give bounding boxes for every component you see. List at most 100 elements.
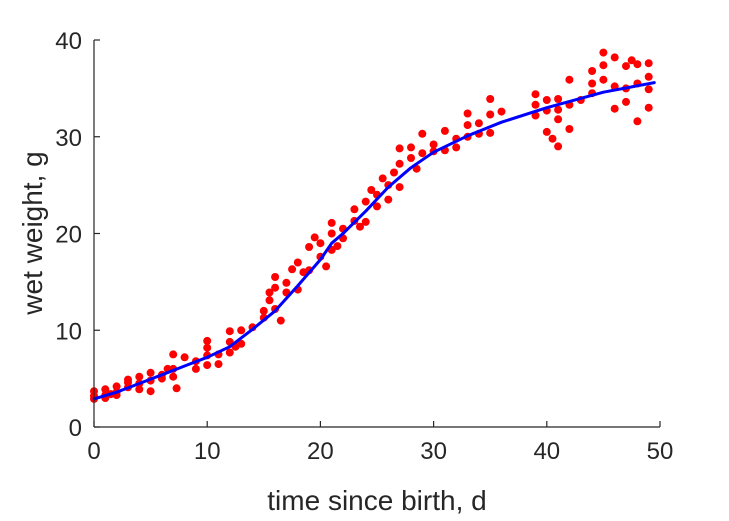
y-tick-label: 0 — [69, 415, 82, 442]
data-point — [554, 95, 563, 103]
data-point — [548, 134, 557, 143]
data-point — [644, 103, 653, 112]
data-point — [486, 110, 495, 119]
y-tick-label: 40 — [55, 28, 82, 55]
data-point — [395, 144, 404, 153]
data-point — [497, 107, 506, 116]
data-point — [599, 48, 608, 57]
data-point — [554, 115, 563, 124]
data-point — [633, 117, 642, 126]
data-point — [474, 119, 483, 128]
x-tick-label: 10 — [194, 438, 221, 465]
data-point — [407, 143, 415, 152]
data-point — [554, 142, 563, 151]
data-point — [282, 278, 291, 287]
data-point — [237, 339, 246, 348]
data-point — [542, 96, 551, 104]
data-point — [172, 384, 181, 393]
data-point — [373, 202, 381, 211]
data-point — [463, 109, 472, 118]
data-point — [588, 67, 597, 75]
data-point — [452, 143, 461, 152]
data-point — [486, 128, 495, 137]
data-point — [327, 218, 336, 227]
data-point — [367, 186, 376, 194]
data-point — [203, 343, 212, 352]
data-point — [599, 61, 608, 70]
data-point — [225, 348, 234, 357]
data-point — [463, 121, 472, 130]
data-point — [395, 183, 404, 192]
x-tick-label: 0 — [87, 438, 100, 465]
data-point — [135, 385, 144, 394]
data-point — [350, 205, 359, 214]
data-point — [327, 229, 336, 238]
data-point — [203, 336, 212, 345]
data-point — [265, 296, 274, 305]
ticks: 0 10 20 30 40 50 0 10 20 30 40 — [55, 28, 673, 465]
y-tick-label: 10 — [55, 318, 82, 345]
data-point — [486, 95, 495, 103]
data-point — [265, 288, 274, 297]
data-point — [237, 326, 246, 335]
data-point — [169, 372, 178, 381]
data-point — [622, 62, 630, 71]
data-point — [565, 75, 574, 84]
data-point — [214, 360, 223, 369]
data-point — [310, 233, 319, 242]
data-point — [203, 361, 212, 370]
data-point — [305, 243, 314, 251]
data-point — [531, 100, 540, 109]
x-tick-label: 20 — [307, 438, 334, 465]
data-point — [288, 265, 297, 274]
data-point — [644, 85, 653, 94]
data-point — [146, 368, 155, 377]
data-point — [316, 239, 325, 248]
x-axis-label: time since birth, d — [267, 485, 486, 516]
data-point — [610, 53, 619, 62]
data-point — [554, 105, 563, 114]
data-point — [407, 154, 415, 162]
data-point — [259, 306, 268, 315]
data-point — [169, 350, 178, 359]
data-point — [333, 242, 342, 251]
y-axis-label: wet weight, g — [17, 151, 48, 315]
data-point — [429, 140, 438, 149]
x-tick-label: 30 — [420, 438, 447, 465]
data-point — [588, 79, 597, 88]
data-point — [418, 129, 427, 138]
data-point — [124, 375, 132, 384]
data-point — [180, 353, 189, 362]
x-tick-label: 50 — [647, 438, 674, 465]
data-point — [146, 387, 155, 396]
data-point — [361, 217, 370, 226]
data-point — [440, 126, 449, 135]
data-point — [418, 149, 427, 158]
data-point — [271, 273, 280, 281]
fit-line — [92, 81, 656, 401]
data-point — [622, 97, 630, 106]
data-point — [627, 56, 636, 65]
data-point — [542, 127, 551, 136]
data-point — [112, 382, 121, 391]
data-point — [135, 372, 144, 381]
data-point — [293, 258, 302, 267]
data-point — [644, 72, 653, 81]
data-point — [191, 364, 200, 373]
data-point — [531, 90, 540, 99]
data-point — [101, 385, 110, 394]
data-point — [565, 125, 574, 133]
data-point — [378, 174, 387, 183]
data-point — [610, 104, 619, 113]
data-point — [271, 283, 280, 292]
data-point — [361, 197, 370, 206]
data-point — [395, 159, 404, 168]
data-point — [356, 222, 364, 231]
data-point — [390, 168, 398, 177]
data-point — [599, 75, 608, 84]
data-point — [322, 262, 331, 271]
data-point — [644, 59, 653, 68]
data-point — [633, 60, 642, 69]
y-tick-label: 20 — [55, 222, 82, 249]
